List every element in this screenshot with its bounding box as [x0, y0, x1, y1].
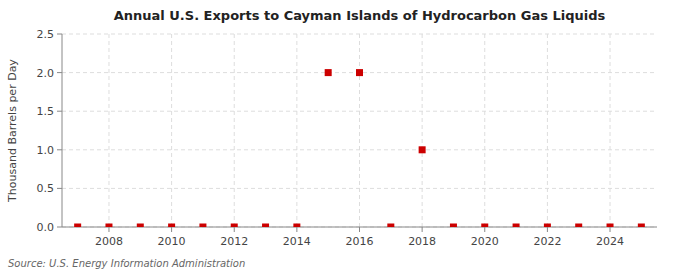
- grid-line-x: [234, 34, 235, 227]
- tick-label-y: 1.5: [37, 105, 55, 118]
- tick-x: [547, 227, 548, 232]
- point: [137, 224, 144, 228]
- tick-label-x: 2024: [596, 235, 624, 248]
- tick-label-y: 0.5: [37, 182, 55, 195]
- tick-x: [296, 227, 297, 232]
- tick-x: [359, 227, 360, 232]
- point: [325, 69, 332, 76]
- tick-y: [57, 188, 62, 189]
- tick-x: [484, 227, 485, 232]
- tick-x: [171, 227, 172, 232]
- tick-label-x: 2012: [220, 235, 248, 248]
- point: [387, 224, 394, 228]
- tick-label-x: 2020: [471, 235, 499, 248]
- grid-line-x: [484, 34, 485, 227]
- tick-label-y: 1.0: [37, 144, 55, 157]
- source-note: Source: U.S. Energy Information Administ…: [8, 258, 245, 269]
- grid: [62, 34, 657, 227]
- point: [544, 224, 551, 228]
- point: [231, 224, 238, 228]
- chart: 0.0 0.5 1.0 1.5 2.0 2.5 2008 2010 2012 2014 2016 20…: [0, 0, 675, 275]
- tick-label-x: 2008: [95, 235, 123, 248]
- tick-label-x: 2010: [158, 235, 186, 248]
- tick-x: [610, 227, 611, 232]
- point: [199, 224, 206, 228]
- tick-y: [57, 149, 62, 150]
- chart-container: 0.0 0.5 1.0 1.5 2.0 2.5 2008 2010 2012 2014 2016 20…: [0, 0, 675, 275]
- point: [607, 224, 614, 228]
- tick-label-x: 2018: [408, 235, 436, 248]
- point: [293, 224, 300, 228]
- point: [450, 224, 457, 228]
- tick-label-y: 0.0: [37, 221, 55, 234]
- point: [74, 224, 81, 228]
- point: [356, 69, 363, 76]
- grid-line-x: [547, 34, 548, 227]
- tick-y: [57, 72, 62, 73]
- tick-label-y: 2.0: [37, 67, 55, 80]
- tick-label-x: 2022: [533, 235, 561, 248]
- grid-line-x: [108, 34, 109, 227]
- point: [481, 224, 488, 228]
- point: [262, 224, 269, 228]
- tick-x: [422, 227, 423, 232]
- grid-line-x: [171, 34, 172, 227]
- grid-line-x: [610, 34, 611, 227]
- axis-line-y: [62, 34, 63, 227]
- point: [419, 146, 426, 153]
- point: [168, 224, 175, 228]
- axis-line-x: [62, 227, 657, 228]
- point: [513, 224, 520, 228]
- grid-line-y: [62, 227, 657, 228]
- tick-label-x: 2016: [346, 235, 374, 248]
- grid-line-x: [422, 34, 423, 227]
- grid-line-x: [359, 34, 360, 227]
- tick-y: [57, 111, 62, 112]
- tick-y: [57, 227, 62, 228]
- grid-line-x: [296, 34, 297, 227]
- point: [575, 224, 582, 228]
- axes: 0.0 0.5 1.0 1.5 2.0 2.5 2008 2010 2012 2014 2016 20…: [37, 28, 658, 248]
- tick-x: [234, 227, 235, 232]
- point: [105, 224, 112, 228]
- points: [74, 69, 645, 227]
- title: Annual U.S. Exports to Cayman Islands of…: [114, 8, 606, 23]
- point: [638, 224, 645, 228]
- tick-label-x: 2014: [283, 235, 311, 248]
- tick-label-y: 2.5: [37, 28, 55, 41]
- tick-x: [108, 227, 109, 232]
- y-axis-label: Thousand Barrels per Day: [6, 59, 19, 203]
- tick-y: [57, 34, 62, 35]
